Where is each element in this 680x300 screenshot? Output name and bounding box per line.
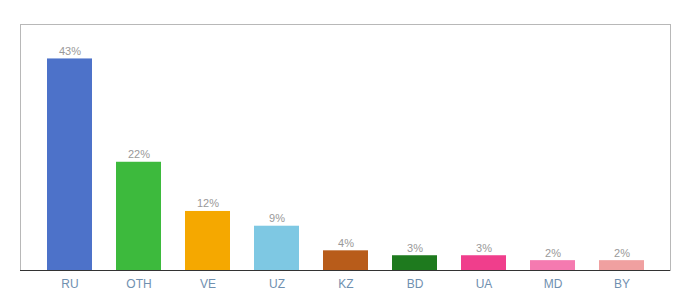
svg-text:UZ: UZ [269, 277, 285, 291]
svg-text:2%: 2% [545, 247, 561, 259]
svg-text:3%: 3% [407, 242, 423, 254]
svg-text:BD: BD [407, 277, 424, 291]
svg-text:VE: VE [200, 277, 216, 291]
svg-text:43%: 43% [59, 45, 81, 57]
svg-text:3%: 3% [476, 242, 492, 254]
svg-text:RU: RU [61, 277, 78, 291]
svg-text:BY: BY [614, 277, 630, 291]
svg-text:12%: 12% [197, 197, 219, 209]
svg-text:KZ: KZ [338, 277, 353, 291]
svg-text:OTH: OTH [126, 277, 151, 291]
svg-text:2%: 2% [614, 247, 630, 259]
svg-text:4%: 4% [338, 237, 354, 249]
svg-text:9%: 9% [269, 212, 285, 224]
svg-text:UA: UA [476, 277, 493, 291]
svg-text:22%: 22% [128, 148, 150, 160]
svg-text:MD: MD [544, 277, 563, 291]
